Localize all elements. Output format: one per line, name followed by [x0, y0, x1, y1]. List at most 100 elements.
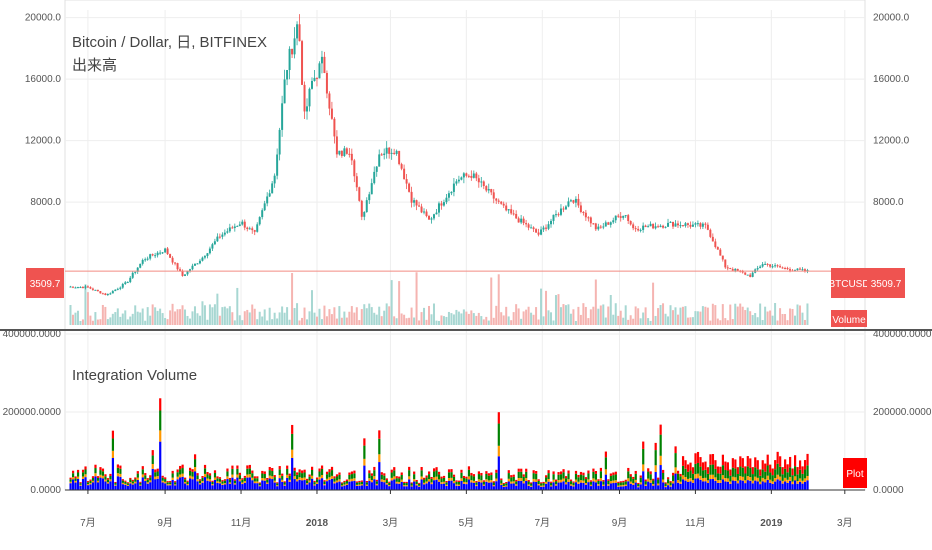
volume-bar	[74, 312, 77, 325]
candle-body	[577, 198, 580, 206]
integration-volume-bar	[736, 474, 739, 481]
integration-volume-bar	[769, 464, 772, 473]
integration-volume-bar	[126, 483, 129, 485]
integration-volume-bar	[602, 484, 605, 487]
volume-bar	[256, 319, 259, 325]
integration-volume-bar	[243, 481, 246, 483]
candle-body	[283, 79, 286, 104]
integration-volume-bar	[649, 480, 652, 483]
integration-volume-bar	[502, 486, 505, 490]
integration-volume-bar	[545, 481, 548, 484]
volume-bar	[751, 315, 754, 325]
candle-body	[171, 257, 174, 263]
volume-bar	[106, 319, 109, 325]
candle-body	[512, 213, 515, 215]
integration-volume-bar	[440, 483, 443, 490]
candle-body	[179, 269, 182, 271]
integration-volume-bar	[736, 483, 739, 490]
volume-bar	[86, 292, 89, 325]
integration-volume-bar	[442, 481, 446, 484]
price-tick-left: 20000.0	[25, 13, 62, 24]
integration-volume-bar	[789, 467, 792, 477]
integration-volume-bar	[447, 477, 451, 481]
volume-bar	[320, 319, 323, 325]
integration-volume-bar	[749, 458, 752, 468]
volume-bar	[470, 310, 473, 325]
volume-bar	[390, 280, 393, 325]
integration-volume-bar	[241, 484, 244, 490]
integration-volume-bar	[535, 479, 538, 482]
integration-volume-bar	[318, 471, 321, 477]
integration-volume-bar	[365, 480, 368, 483]
integration-volume-bar	[450, 477, 453, 481]
integration-volume-bar	[405, 486, 408, 490]
integration-volume-bar	[475, 484, 478, 487]
integration-volume-bar	[139, 482, 142, 485]
integration-volume-bar	[704, 477, 707, 482]
integration-volume-bar	[139, 484, 142, 486]
candle-body	[383, 153, 386, 155]
integration-volume-bar	[452, 481, 456, 484]
candle-body	[236, 225, 239, 227]
integration-volume-bar	[512, 474, 515, 477]
integration-volume-bar	[141, 474, 144, 478]
integration-volume-bar	[218, 477, 222, 479]
integration-volume-bar	[726, 470, 729, 479]
integration-volume-bar	[174, 482, 177, 485]
integration-volume-bar	[746, 476, 749, 481]
integration-volume-bar	[423, 477, 426, 480]
integration-volume-bar	[69, 481, 72, 484]
integration-volume-bar	[572, 481, 575, 483]
candle-body	[744, 272, 747, 275]
integration-volume-bar	[667, 483, 670, 486]
integration-volume-bar	[791, 468, 794, 476]
integration-volume-bar	[313, 484, 316, 486]
integration-volume-bar	[644, 484, 647, 486]
integration-volume-bar	[425, 475, 428, 478]
candle-body	[582, 211, 585, 213]
integration-volume-bar	[101, 468, 105, 472]
integration-volume-bar	[286, 468, 289, 475]
candle-body	[729, 268, 732, 270]
integration-volume-bar	[149, 475, 152, 478]
integration-volume-bar	[169, 484, 172, 486]
candle-body	[801, 269, 804, 271]
candle-body	[602, 226, 605, 228]
volume-bar	[672, 310, 675, 325]
integration-volume-bar	[647, 478, 650, 482]
integration-volume-bar	[400, 481, 403, 490]
volume-bar	[432, 303, 435, 325]
integration-volume-bar	[455, 480, 458, 482]
volume-bar	[238, 315, 241, 325]
volume-bar	[505, 306, 508, 325]
integration-volume-bar	[129, 477, 132, 480]
candle-body	[639, 229, 642, 231]
integration-volume-bar	[360, 480, 363, 482]
integration-volume-bar	[564, 478, 568, 483]
integration-volume-bar	[652, 478, 655, 481]
candle-body	[216, 236, 219, 242]
integration-volume-bar	[642, 448, 645, 465]
volume-bar	[806, 303, 809, 325]
integration-volume-bar	[525, 471, 528, 479]
candle-body	[313, 77, 316, 81]
candle-body	[410, 191, 413, 203]
integration-volume-bar	[460, 481, 463, 490]
integration-volume-bar	[203, 477, 207, 490]
integration-volume-bar	[398, 478, 401, 483]
volume-bar	[592, 306, 595, 325]
integration-volume-bar	[350, 474, 354, 479]
integration-volume-bar	[437, 481, 441, 490]
integration-volume-bar	[445, 480, 448, 483]
integration-volume-bar	[358, 484, 361, 486]
volume-bar	[622, 317, 625, 325]
integration-volume-bar	[293, 476, 296, 480]
integration-volume-bar	[193, 467, 197, 472]
integration-volume-bar	[564, 484, 568, 490]
integration-volume-bar	[669, 481, 672, 483]
integration-volume-bar	[724, 469, 727, 479]
candle-body	[746, 274, 749, 276]
integration-volume-bar	[271, 471, 274, 477]
candle-body	[637, 228, 640, 231]
integration-volume-bar	[619, 485, 622, 487]
